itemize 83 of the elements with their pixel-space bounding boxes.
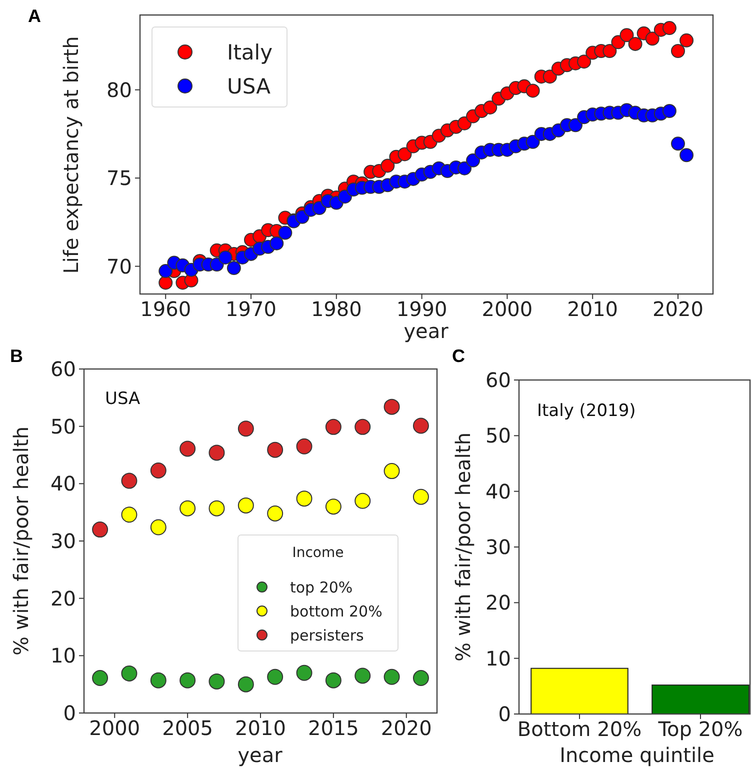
point xyxy=(354,492,371,509)
x-tick-label: 2010 xyxy=(235,716,286,740)
point xyxy=(267,442,284,458)
point xyxy=(412,418,429,434)
y-tick-label: 40 xyxy=(486,479,511,504)
x-tick-label: 2010 xyxy=(567,297,618,321)
legend-label: top 20% xyxy=(290,578,353,596)
y-tick-label: 60 xyxy=(50,357,76,381)
y-tick-label: 30 xyxy=(50,529,76,553)
x-tick-label: 1970 xyxy=(226,297,276,321)
point xyxy=(296,664,312,681)
point xyxy=(238,497,254,514)
point xyxy=(180,440,196,457)
point xyxy=(325,672,342,688)
point xyxy=(121,472,138,489)
point xyxy=(92,670,108,686)
point xyxy=(92,522,108,538)
point xyxy=(325,498,342,515)
legend-label: USA xyxy=(227,74,272,98)
y-tick-label: 0 xyxy=(63,701,76,725)
text: C xyxy=(452,346,465,366)
x-tick-label: 2000 xyxy=(482,297,533,321)
x-axis-title: year xyxy=(404,319,450,343)
x-tick-label: 2020 xyxy=(652,297,704,321)
point xyxy=(150,519,166,536)
point xyxy=(150,672,166,688)
point xyxy=(384,463,400,480)
y-tick-label: 70 xyxy=(106,254,132,278)
x-axis-title: year xyxy=(238,743,284,767)
x-axis-title: Income quintile xyxy=(560,743,714,767)
y-tick-label: 20 xyxy=(50,586,76,610)
point xyxy=(150,462,166,478)
point xyxy=(208,673,225,690)
y-tick-label: 10 xyxy=(486,646,511,670)
x-tick-label: 1980 xyxy=(310,297,362,321)
y-tick-label: 50 xyxy=(50,414,76,438)
y-tick-label: 30 xyxy=(486,535,511,559)
legend-title: Income xyxy=(292,545,344,561)
point xyxy=(325,418,342,435)
x-tick-label: 2005 xyxy=(162,716,214,740)
x-tick-label: 2015 xyxy=(308,716,359,740)
legend-label: Italy xyxy=(227,40,273,64)
point xyxy=(384,668,400,685)
point xyxy=(208,444,225,461)
point xyxy=(267,668,284,685)
point xyxy=(267,505,284,522)
y-tick-label: 75 xyxy=(106,166,132,190)
y-tick-label: 60 xyxy=(486,368,511,392)
x-tick-label: 2000 xyxy=(89,716,140,740)
point xyxy=(208,500,225,516)
x-tick-label: Top 20% xyxy=(657,717,743,741)
y-tick-label: 80 xyxy=(106,78,132,102)
x-tick-label: 1990 xyxy=(396,297,448,321)
point xyxy=(180,672,196,688)
x-tick-label: Bottom 20% xyxy=(517,717,642,741)
x-tick-label: 2020 xyxy=(380,716,432,740)
y-axis-title: % with fair/poor health xyxy=(451,432,475,662)
point xyxy=(412,670,429,686)
text: B xyxy=(10,346,23,366)
point xyxy=(238,676,254,692)
y-tick-label: 50 xyxy=(486,424,511,448)
point xyxy=(296,438,312,454)
point xyxy=(354,418,371,435)
legend-label: persisters xyxy=(290,626,364,644)
x-tick-label: 1960 xyxy=(140,297,192,321)
y-tick-label: 40 xyxy=(50,472,76,496)
point xyxy=(238,420,254,437)
point xyxy=(121,665,138,682)
point xyxy=(121,506,138,523)
y-axis-title: % with fair/poor health xyxy=(9,426,33,656)
point xyxy=(296,490,312,507)
point xyxy=(384,398,400,415)
y-tick-label: 10 xyxy=(50,644,76,668)
point xyxy=(180,500,196,516)
text: Italy (2019) xyxy=(537,401,636,421)
point xyxy=(412,488,429,505)
text: USA xyxy=(105,389,141,409)
y-tick-label: 20 xyxy=(486,590,511,615)
point xyxy=(354,668,371,684)
legend-label: bottom 20% xyxy=(290,602,382,620)
y-tick-label: 0 xyxy=(498,702,511,726)
y-axis-title: Life expectancy at birth xyxy=(59,36,83,274)
text: A xyxy=(28,6,41,26)
